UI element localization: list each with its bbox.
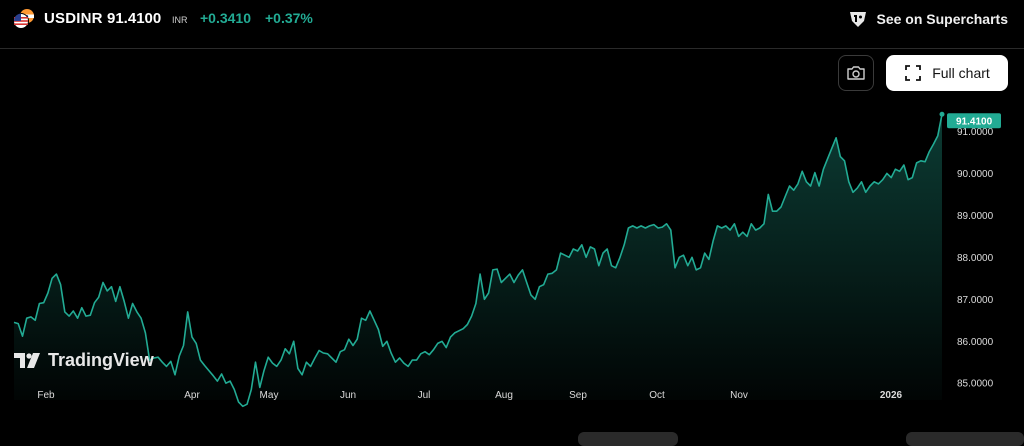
y-tick-label: 86.0000 [957, 337, 994, 348]
price-line [13, 114, 943, 408]
x-tick-label: 2026 [880, 390, 903, 401]
y-tick-label: 87.0000 [957, 295, 994, 306]
tradingview-logo[interactable]: TradingView [14, 350, 154, 371]
x-tick-label: Feb [37, 390, 55, 401]
y-tick-label: 91.0000 [957, 127, 994, 138]
x-tick-label: Oct [649, 390, 665, 401]
camera-icon [847, 66, 865, 80]
symbol-name[interactable]: USDINR [44, 10, 103, 27]
x-axis: Feb Apr May Jun Jul Aug Sep Oct Nov 2026 [37, 390, 902, 401]
bottom-control[interactable] [906, 432, 1024, 446]
y-tick-label: 89.0000 [957, 211, 994, 222]
last-price-dot [939, 111, 945, 117]
bottom-control[interactable] [578, 432, 678, 446]
y-tick-label: 90.0000 [957, 169, 994, 180]
y-axis: 85.0000 86.0000 87.0000 88.0000 89.0000 90.00… [957, 127, 994, 390]
x-tick-label: Nov [730, 390, 748, 401]
price-change: +0.3410 [200, 10, 251, 26]
full-chart-label: Full chart [932, 65, 990, 81]
flags-icon [13, 9, 34, 29]
y-tick-label: 88.0000 [957, 253, 994, 264]
x-tick-label: Sep [569, 390, 587, 401]
price-change-percent: +0.37% [265, 10, 313, 26]
x-tick-label: Jul [418, 390, 431, 401]
full-chart-button[interactable]: Full chart [886, 55, 1008, 91]
last-price-label: 91.4100 [956, 116, 993, 127]
x-tick-label: Aug [495, 390, 513, 401]
tradingview-logo-icon [14, 352, 40, 368]
price-unit: INR [172, 15, 188, 25]
x-tick-label: May [260, 390, 279, 401]
tradingview-logo-text: TradingView [48, 350, 154, 370]
expand-icon [905, 65, 922, 81]
x-tick-label: Jun [340, 390, 356, 401]
supercharts-label: See on Supercharts [876, 11, 1009, 27]
price-chart[interactable]: 85.0000 86.0000 87.0000 88.0000 89.0000 90.00… [0, 100, 1024, 410]
y-tick-label: 85.0000 [957, 379, 994, 390]
symbol-header: USDINR 91.4100 INR +0.3410 +0.37% See on… [0, 0, 1024, 49]
x-tick-label: Apr [184, 390, 200, 401]
last-price-tag: 91.4100 [947, 113, 1001, 129]
supercharts-icon [849, 12, 866, 27]
see-on-supercharts-link[interactable]: See on Supercharts [847, 8, 1009, 30]
screenshot-button[interactable] [838, 55, 874, 91]
price-area-fill [14, 114, 942, 407]
current-price: 91.4100 [107, 10, 162, 27]
